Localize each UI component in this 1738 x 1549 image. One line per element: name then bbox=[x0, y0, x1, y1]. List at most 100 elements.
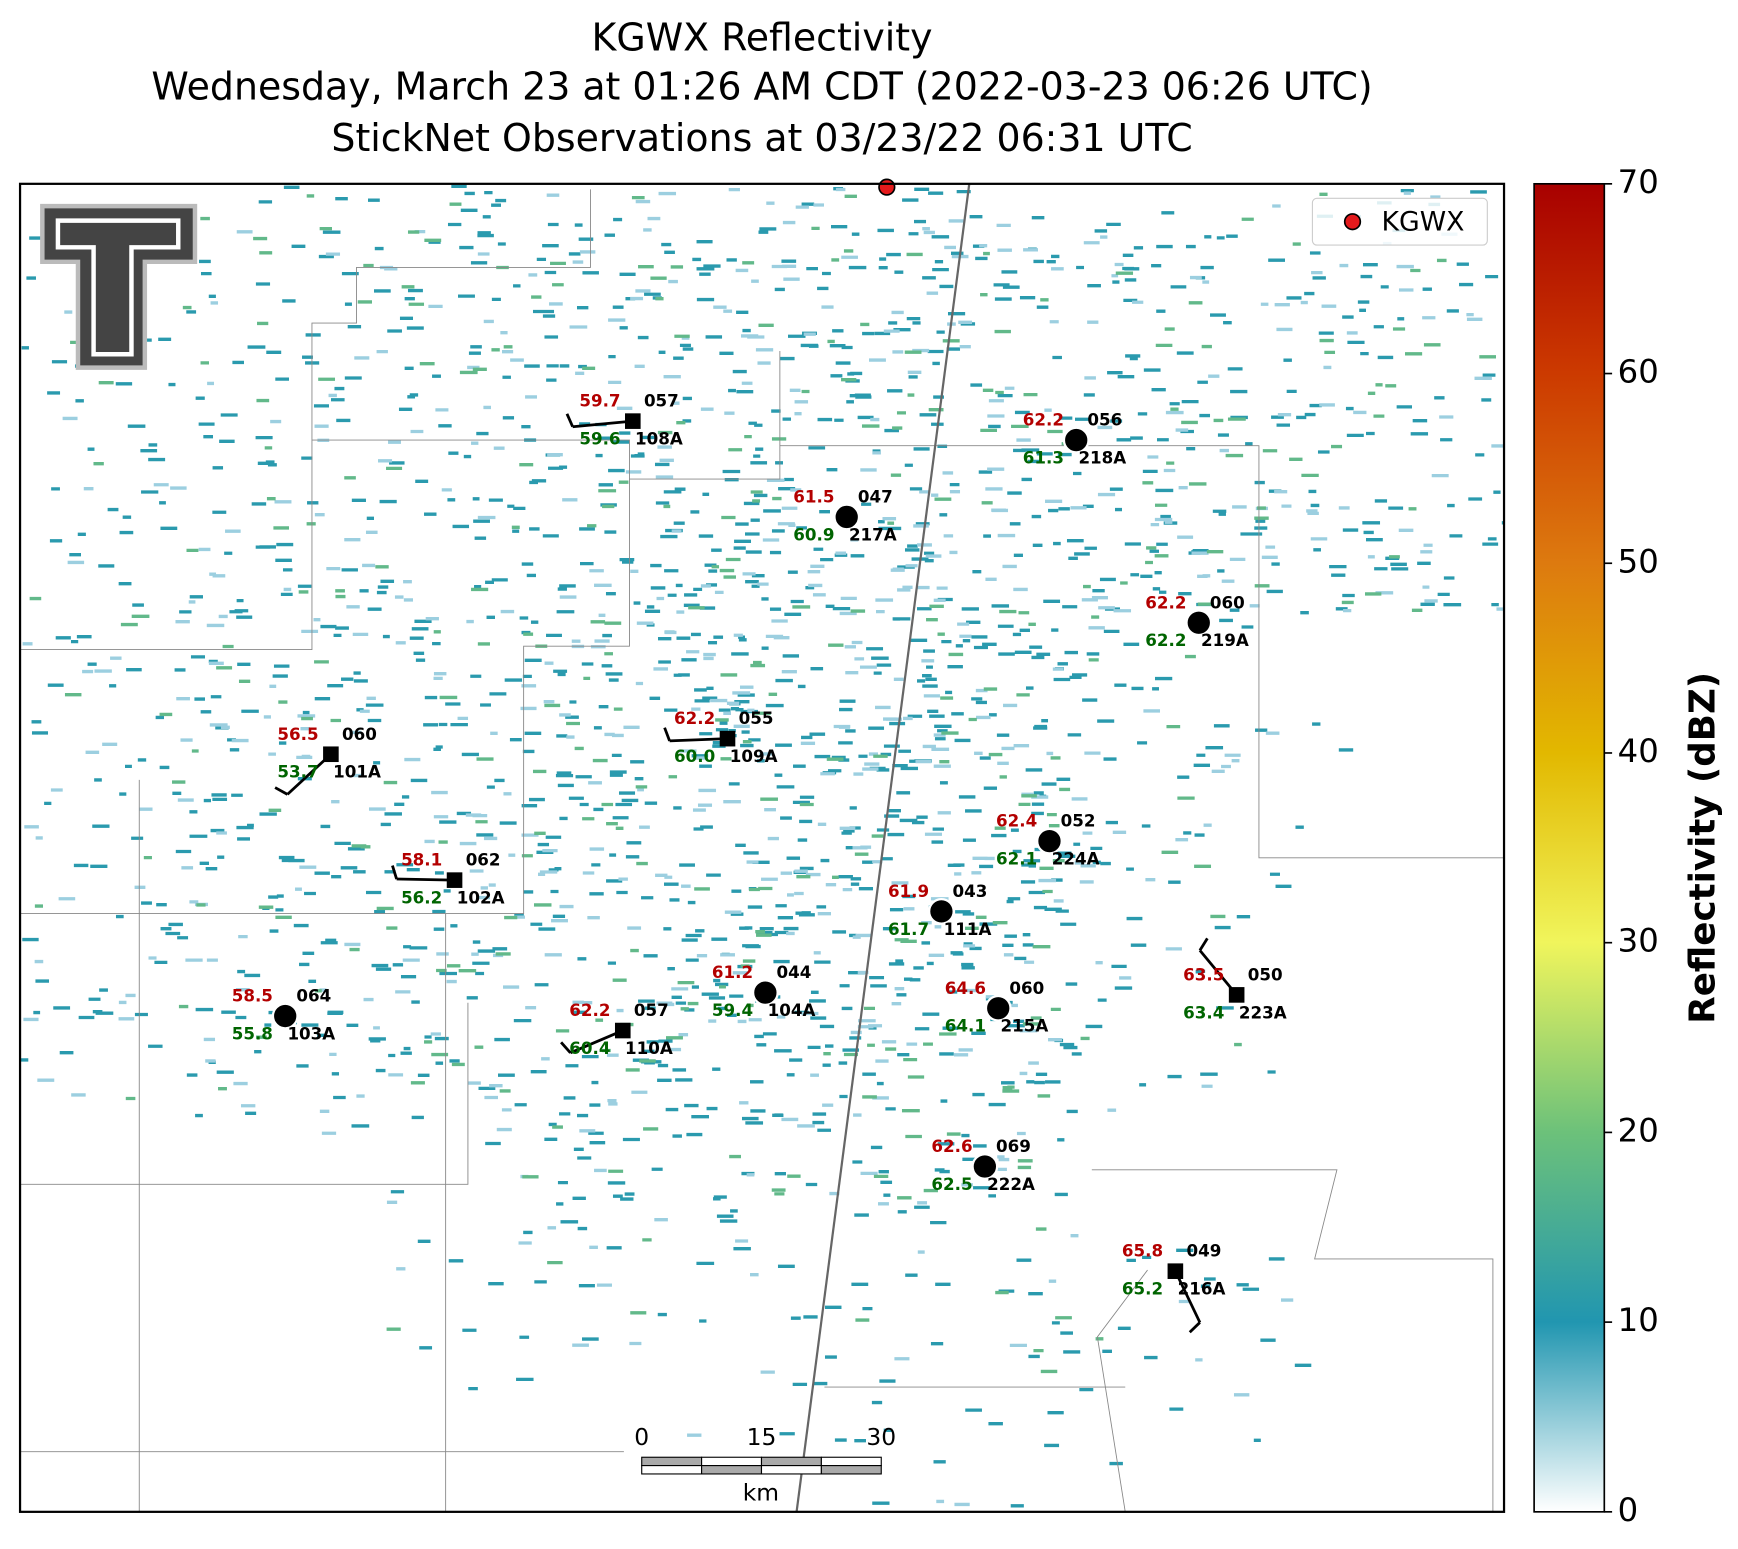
colorbar-tick-label: 50 bbox=[1618, 542, 1659, 580]
pressure-code: 050 bbox=[1248, 964, 1283, 984]
dewpoint: 53.7 bbox=[277, 762, 318, 782]
county-borders bbox=[20, 189, 1505, 1512]
station-id: 111A bbox=[944, 919, 992, 939]
station-id: 104A bbox=[768, 1000, 816, 1020]
station-id: 215A bbox=[1000, 1016, 1048, 1036]
temperature: 65.8 bbox=[1122, 1241, 1163, 1261]
pressure-code: 060 bbox=[1009, 978, 1044, 998]
wind-barb bbox=[572, 419, 633, 429]
temperature: 64.6 bbox=[945, 978, 986, 998]
dewpoint: 59.6 bbox=[579, 429, 620, 449]
station-id: 108A bbox=[635, 429, 683, 449]
colorbar-tick-label: 70 bbox=[1618, 163, 1659, 201]
station-marker bbox=[323, 746, 339, 763]
dewpoint: 56.2 bbox=[401, 888, 442, 908]
pressure-code: 062 bbox=[466, 850, 501, 870]
scale-segment bbox=[641, 1465, 703, 1475]
scale-segment bbox=[701, 1456, 763, 1467]
radar-echoes bbox=[20, 184, 1505, 1508]
dewpoint: 60.0 bbox=[674, 746, 715, 766]
dewpoint: 60.4 bbox=[569, 1038, 610, 1058]
map-area bbox=[20, 183, 1505, 1512]
dewpoint: 63.4 bbox=[1183, 1002, 1224, 1022]
colorbar-tick-label: 30 bbox=[1618, 922, 1659, 960]
pressure-code: 056 bbox=[1087, 410, 1122, 430]
station-marker bbox=[625, 413, 641, 429]
dewpoint: 64.1 bbox=[945, 1016, 986, 1036]
station-marker bbox=[271, 1002, 299, 1030]
station-id: 223A bbox=[1239, 1002, 1287, 1022]
pressure-code: 055 bbox=[739, 708, 774, 728]
temperature: 61.5 bbox=[793, 487, 834, 507]
wind-barb bbox=[396, 877, 455, 882]
station-marker bbox=[928, 897, 955, 925]
wind-barb-flag bbox=[1198, 937, 1209, 952]
title: StickNet Observations at 03/23/22 06:31 … bbox=[331, 116, 1192, 160]
colorbar-tick-label: 60 bbox=[1618, 353, 1659, 391]
temperature: 59.7 bbox=[579, 391, 620, 411]
radar-site bbox=[878, 178, 896, 196]
dewpoint: 61.3 bbox=[1023, 448, 1064, 468]
wind-barb-flag bbox=[1188, 1321, 1201, 1334]
temperature: 62.6 bbox=[931, 1136, 972, 1156]
wind-barb-flag bbox=[391, 865, 398, 880]
dewpoint: 55.8 bbox=[232, 1023, 273, 1043]
pressure-code: 057 bbox=[644, 391, 679, 411]
pressure-code: 057 bbox=[634, 1000, 669, 1020]
pressure-code: 060 bbox=[342, 724, 377, 744]
temperature: 62.2 bbox=[1145, 592, 1186, 612]
colorbar-tick-label: 40 bbox=[1618, 732, 1659, 770]
pressure-code: 064 bbox=[296, 986, 331, 1006]
station-id: 103A bbox=[287, 1023, 335, 1043]
station-id: 101A bbox=[333, 762, 381, 782]
scale-tick-label: 15 bbox=[747, 1423, 777, 1451]
station-id: 110A bbox=[625, 1038, 673, 1058]
station-marker bbox=[833, 503, 861, 531]
temperature: 62.2 bbox=[569, 1000, 610, 1020]
pressure-code: 044 bbox=[777, 962, 812, 982]
station-marker bbox=[446, 872, 463, 888]
temperature: 58.1 bbox=[401, 850, 442, 870]
station-id: 222A bbox=[987, 1174, 1035, 1194]
wind-barb bbox=[669, 737, 728, 743]
radar-beam-line bbox=[795, 183, 971, 1512]
temperature: 61.9 bbox=[888, 881, 929, 901]
pressure-code: 043 bbox=[953, 881, 988, 901]
dewpoint: 61.7 bbox=[888, 919, 929, 939]
station-id: 219A bbox=[1201, 630, 1249, 650]
colorbar-label: Reflectivity (dBZ) bbox=[1683, 672, 1724, 1024]
scale-segment bbox=[820, 1465, 882, 1475]
pressure-code: 047 bbox=[858, 487, 893, 507]
station-marker bbox=[1228, 987, 1245, 1003]
station-id: 109A bbox=[730, 746, 778, 766]
station-marker bbox=[971, 1153, 999, 1180]
station-marker bbox=[1185, 609, 1213, 637]
station-marker bbox=[614, 1022, 631, 1039]
station-marker bbox=[719, 730, 736, 747]
title: Wednesday, March 23 at 01:26 AM CDT (202… bbox=[151, 65, 1372, 109]
dewpoint: 60.9 bbox=[793, 524, 834, 544]
dewpoint: 59.4 bbox=[712, 1000, 753, 1020]
wind-barb-flag bbox=[663, 727, 671, 742]
temperature: 58.5 bbox=[232, 986, 273, 1006]
dewpoint: 62.1 bbox=[996, 849, 1037, 869]
scale-segment bbox=[820, 1456, 882, 1467]
colorbar bbox=[1533, 182, 1606, 1513]
radar-echo bbox=[20, 184, 1505, 1508]
dewpoint: 65.2 bbox=[1122, 1279, 1163, 1299]
wind-barb bbox=[1174, 1270, 1202, 1324]
scale-unit: km bbox=[743, 1479, 779, 1507]
map-frame bbox=[18, 182, 1506, 1513]
scale-bar: 0 15 30 km bbox=[634, 1423, 896, 1507]
legend-box bbox=[1311, 197, 1488, 246]
temperature: 63.5 bbox=[1183, 964, 1224, 984]
scale-segment bbox=[760, 1465, 822, 1475]
station-marker bbox=[1036, 827, 1063, 855]
colorbar-tick-label: 0 bbox=[1618, 1491, 1639, 1529]
station-id: 216A bbox=[1178, 1279, 1226, 1299]
temperature: 62.2 bbox=[1023, 410, 1064, 430]
station-marker bbox=[1167, 1263, 1184, 1279]
wind-barb-flag bbox=[560, 1041, 572, 1054]
station-marker bbox=[984, 994, 1012, 1022]
